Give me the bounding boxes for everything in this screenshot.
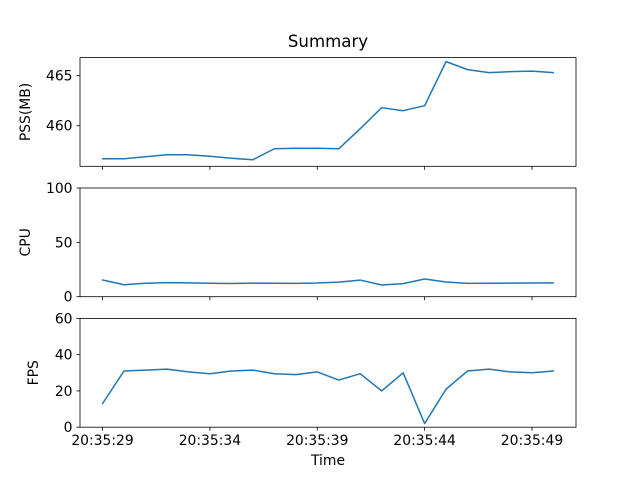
x-tick-label: 20:35:39 <box>286 433 348 449</box>
y-tick-label-fps: 40 <box>55 348 73 364</box>
x-tick-label: 20:35:34 <box>179 433 242 449</box>
y-tick-label-fps: 60 <box>55 311 73 327</box>
axes-frame-cpu <box>79 187 577 298</box>
y-axis-label-cpu: CPU <box>18 228 34 256</box>
data-line-cpu <box>101 278 555 286</box>
axes-frame-pss <box>79 57 577 167</box>
x-tick-label: 20:35:29 <box>71 433 133 449</box>
y-axis-label-pss: PSS(MB) <box>18 83 34 141</box>
y-tick-label-cpu: 50 <box>55 235 73 251</box>
y-tick-label-fps: 0 <box>64 420 73 436</box>
x-axis-label: Time <box>310 453 345 469</box>
axes-frame-fps <box>79 317 577 428</box>
x-tick-label: 20:35:49 <box>501 433 563 449</box>
data-line-pss <box>101 60 555 161</box>
y-tick-label-cpu: 100 <box>46 181 73 197</box>
y-tick-label-pss: 460 <box>46 119 73 135</box>
chart-title: Summary <box>288 32 368 51</box>
y-tick-label-cpu: 0 <box>64 290 73 306</box>
subplot-pss: 460 465 <box>46 57 577 170</box>
subplot-cpu: 0 50 100 <box>46 181 577 306</box>
y-axis-label-fps: FPS <box>26 360 42 385</box>
y-tick-label-fps: 20 <box>55 384 73 400</box>
plots-group: 460 465 0 50 100 0 20 40 60 20:35:29 20:35:34 20:35… <box>46 57 577 449</box>
subplot-fps: 0 20 40 60 20:35:29 20:35:34 20:35:39 20:35:44 2… <box>55 311 577 449</box>
y-tick-label-pss: 465 <box>46 69 73 85</box>
data-line-fps <box>101 368 555 425</box>
x-tick-label: 20:35:44 <box>393 433 456 449</box>
